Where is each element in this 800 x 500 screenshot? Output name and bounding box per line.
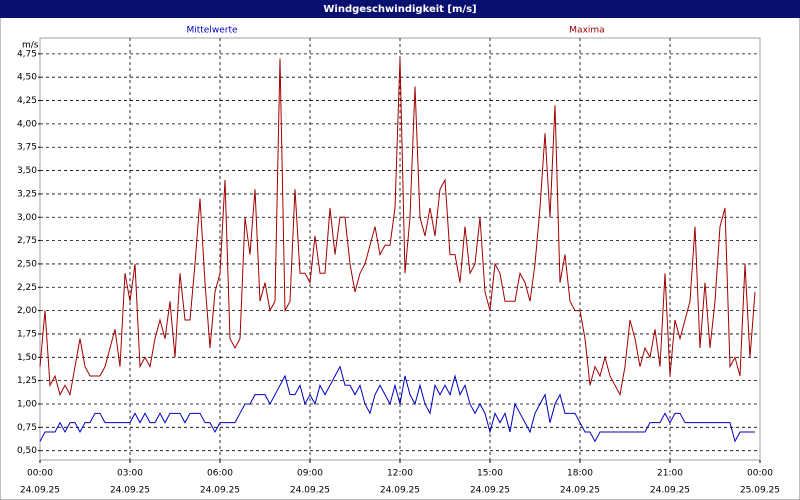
y-tick-label: 0,75	[17, 423, 37, 433]
x-tick-date: 24.09.25	[380, 486, 420, 496]
y-tick-label: 4,50	[17, 73, 37, 83]
y-tick-label: 0,50	[17, 446, 37, 456]
y-tick-label: 3,25	[17, 189, 37, 199]
legend-entry: Mittelwerte	[186, 26, 237, 36]
y-tick-label: 2,75	[17, 236, 37, 246]
x-tick-label: 00:00	[747, 469, 773, 479]
legend-entry: Maxima	[569, 26, 604, 36]
y-tick-label: 4,00	[17, 119, 37, 129]
y-tick-label: 4,25	[17, 96, 37, 106]
y-tick-label: 1,25	[17, 376, 37, 386]
x-tick-label: 09:00	[297, 469, 323, 479]
y-tick-label: 3,00	[17, 213, 37, 223]
x-tick-label: 18:00	[567, 469, 593, 479]
x-tick-label: 06:00	[207, 469, 233, 479]
x-tick-date: 24.09.25	[200, 486, 240, 496]
chart-title: Windgeschwindigkeit [m/s]	[323, 4, 476, 15]
y-tick-label: 4,75	[17, 49, 37, 59]
x-tick-date: 24.09.25	[560, 486, 600, 496]
y-tick-label: 3,75	[17, 143, 37, 153]
series-line	[39, 365, 755, 443]
x-tick-date: 24.09.25	[110, 486, 150, 496]
x-tick-date: 24.09.25	[20, 486, 60, 496]
title-bar	[0, 0, 800, 18]
y-axis-label: m/s	[22, 41, 39, 51]
series-line	[39, 58, 756, 397]
x-tick-date: 24.09.25	[290, 486, 330, 496]
y-tick-label: 2,00	[17, 306, 37, 316]
x-tick-label: 21:00	[657, 469, 683, 479]
y-tick-label: 2,25	[17, 283, 37, 293]
y-tick-label: 2,50	[17, 259, 37, 269]
x-tick-label: 03:00	[117, 469, 143, 479]
y-tick-label: 3,50	[17, 166, 37, 176]
x-tick-date: 24.09.25	[470, 486, 510, 496]
x-tick-date: 25.09.25	[740, 486, 780, 496]
x-tick-label: 15:00	[477, 469, 503, 479]
x-tick-label: 12:00	[387, 469, 413, 479]
y-tick-label: 1,50	[17, 353, 37, 363]
y-tick-label: 1,00	[17, 399, 37, 409]
y-tick-label: 1,75	[17, 329, 37, 339]
x-tick-label: 00:00	[27, 469, 53, 479]
x-tick-date: 24.09.25	[650, 486, 690, 496]
